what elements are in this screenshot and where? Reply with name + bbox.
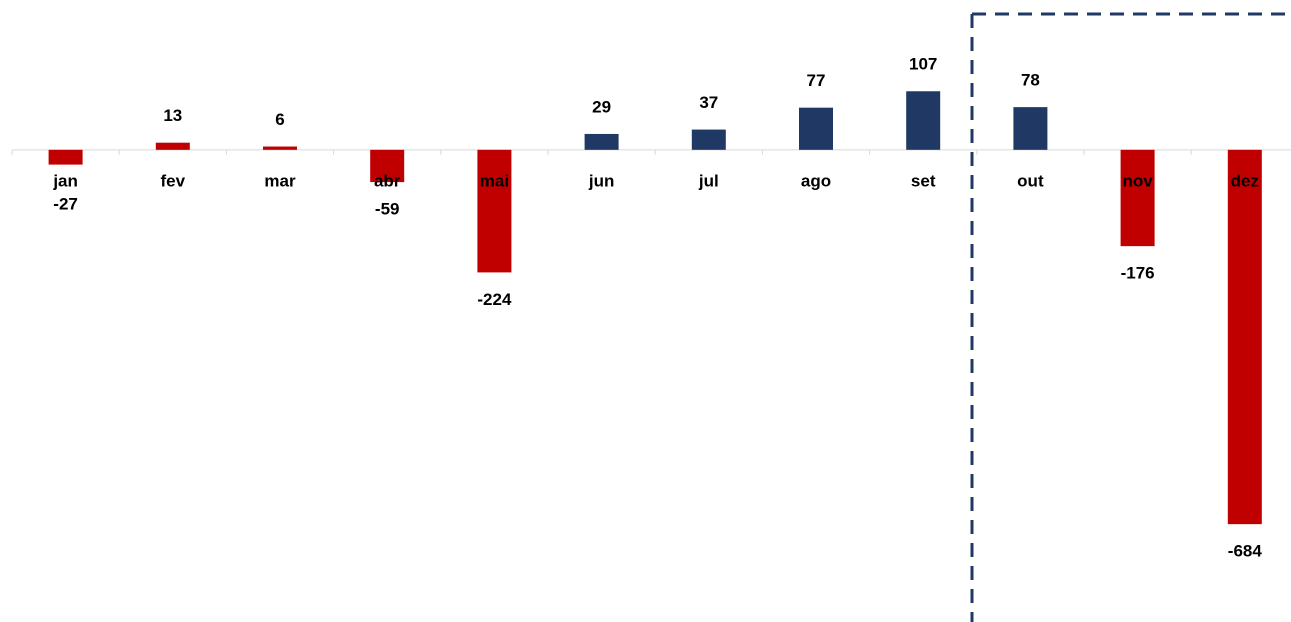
- x-tick-label: jan: [52, 171, 78, 190]
- x-tick-label: mar: [264, 171, 296, 190]
- bar: [906, 91, 941, 150]
- x-tick-label: jul: [698, 171, 719, 190]
- bar: [48, 149, 83, 165]
- x-tick-label: abr: [374, 171, 401, 190]
- bar: [584, 133, 619, 150]
- x-tick-label: jun: [588, 171, 615, 190]
- value-label: 78: [1021, 71, 1040, 90]
- x-tick-label: mai: [480, 171, 509, 190]
- x-tick-label: out: [1017, 171, 1044, 190]
- bar: [1013, 107, 1048, 150]
- x-tick-label: set: [911, 171, 936, 190]
- bar: [155, 142, 190, 150]
- bar: [370, 149, 405, 183]
- value-label: 77: [807, 71, 826, 90]
- value-label: -176: [1121, 264, 1155, 283]
- value-label: 29: [592, 97, 611, 116]
- x-tick-label: dez: [1231, 171, 1259, 190]
- x-tick-label: nov: [1122, 171, 1153, 190]
- bar: [263, 146, 297, 150]
- bar: [1227, 149, 1262, 525]
- bar: [477, 149, 512, 273]
- x-tick-label: fev: [161, 171, 186, 190]
- forecast-divider: [970, 12, 1291, 622]
- value-label: -27: [53, 194, 78, 213]
- x-tick-label: ago: [801, 171, 831, 190]
- bar: [691, 129, 726, 150]
- value-label: 37: [699, 93, 718, 112]
- value-label: -59: [375, 200, 400, 219]
- value-label: 107: [909, 55, 937, 74]
- bar: [799, 107, 833, 150]
- bar: [1120, 149, 1155, 247]
- value-label: -224: [477, 290, 512, 309]
- value-label: 6: [275, 110, 284, 129]
- value-label: -684: [1228, 542, 1263, 561]
- value-label: 13: [163, 106, 182, 125]
